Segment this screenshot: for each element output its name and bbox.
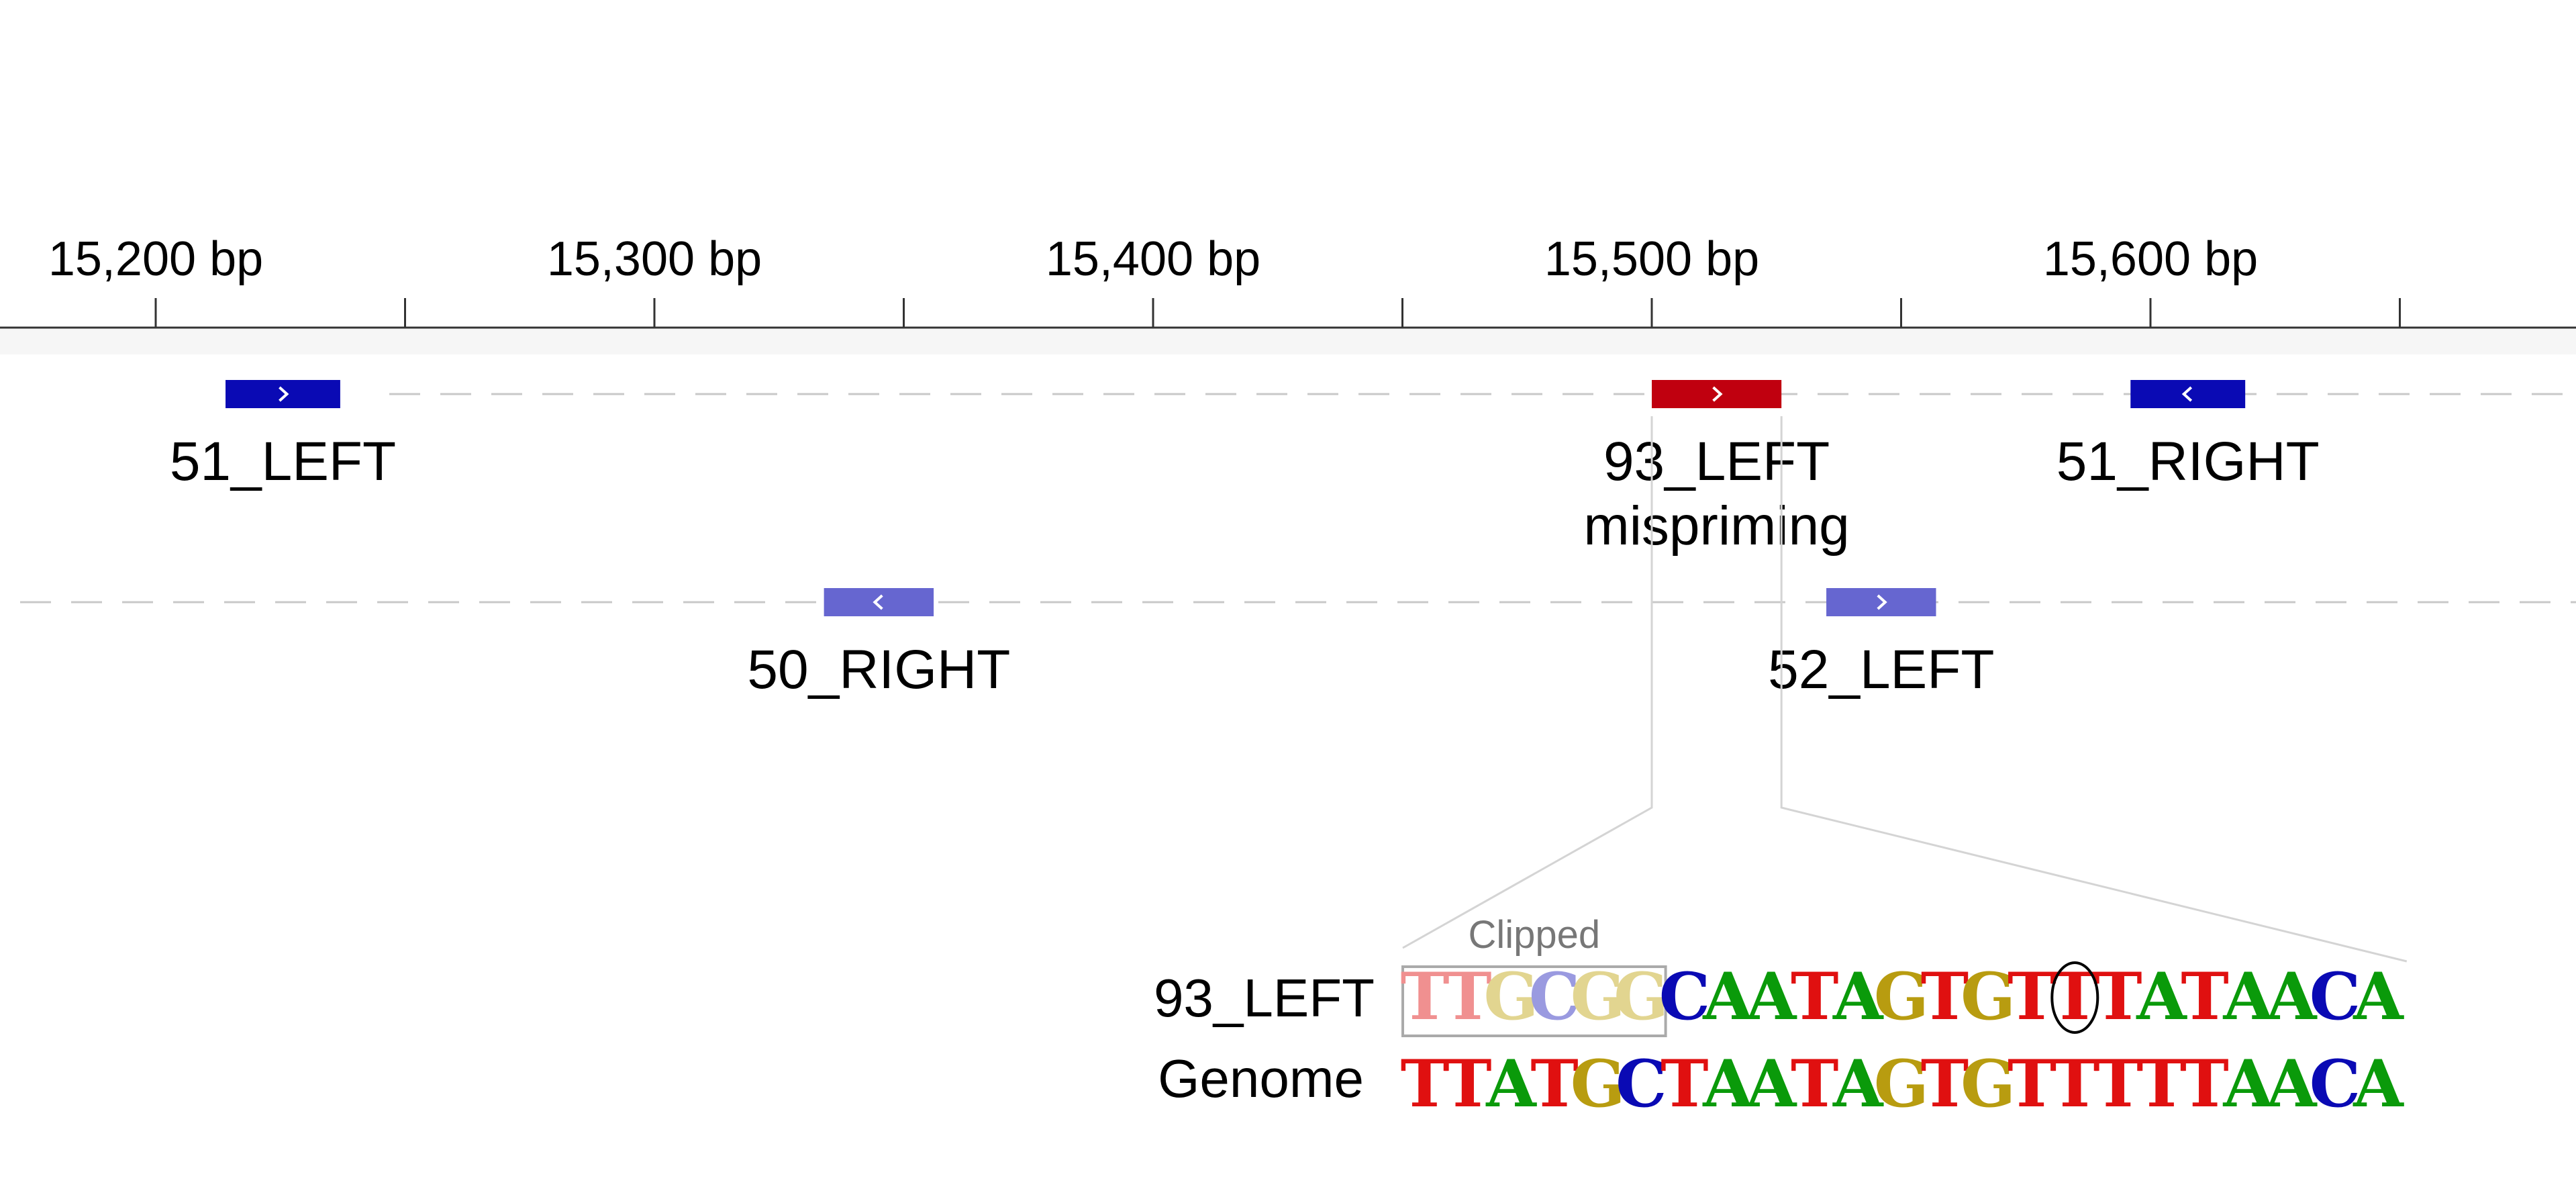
base-T: T (1401, 959, 1448, 1035)
base-T: T (1530, 1046, 1578, 1122)
chevron-left-icon (2181, 386, 2193, 402)
primer-51-left[interactable]: 51_LEFT (170, 380, 396, 492)
base-T: T (2008, 1046, 2055, 1122)
base-A: A (1746, 1046, 1797, 1122)
chevron-right-icon (279, 386, 289, 402)
base-A: A (2352, 1046, 2404, 1122)
primer-bar[interactable] (1826, 588, 1936, 616)
primer-51-right[interactable]: 51_RIGHT (2057, 380, 2320, 492)
base-T: T (2051, 1046, 2099, 1122)
ruler-tick-label: 15,600 bp (2043, 232, 2258, 286)
zoom-connector (1402, 416, 2408, 963)
base-A: A (2136, 959, 2187, 1035)
primer-label: 51_RIGHT (2057, 431, 2320, 492)
primer-row-label: 93_LEFT (1154, 968, 1375, 1028)
base-C: C (1616, 1046, 1667, 1122)
chevron-right-icon (1877, 594, 1887, 610)
base-C: C (1659, 959, 1710, 1035)
base-T: T (1921, 959, 1969, 1035)
base-T: T (1661, 1046, 1708, 1122)
ruler-tick-label: 15,200 bp (48, 232, 263, 286)
genome-row-label: Genome (1158, 1049, 1364, 1108)
primer-bar[interactable] (226, 380, 340, 408)
base-C: C (1529, 959, 1580, 1035)
base-A: A (1702, 959, 1754, 1035)
base-A: A (1832, 959, 1884, 1035)
base-T: T (2181, 1046, 2228, 1122)
base-A: A (2266, 959, 2318, 1035)
sequence-alignment: Clipped93_LEFTGenomeTTGCGGCAATAGTGTTTATA… (1154, 913, 2404, 1122)
chevron-left-icon (873, 594, 883, 610)
primer-label: 50_RIGHT (747, 639, 1010, 700)
primer-note: mispriming (1583, 495, 1849, 557)
base-T: T (2094, 959, 2142, 1035)
ruler-tick-label: 15,400 bp (1046, 232, 1260, 286)
base-A: A (1702, 1046, 1754, 1122)
base-T: T (1401, 1046, 1448, 1122)
primer-bar[interactable] (2130, 380, 2246, 408)
base-T: T (2008, 959, 2055, 1035)
genomic-ruler: 15,200 bp 15,300 bp 15,400 bp 15,500 bp 15,6… (0, 232, 2576, 354)
base-T: T (1921, 1046, 1969, 1122)
base-G: G (1961, 1046, 2016, 1122)
base-G: G (1874, 959, 1929, 1035)
primer-bar[interactable] (1652, 380, 1782, 408)
base-C: C (2310, 959, 2361, 1035)
base-T: T (2181, 959, 2228, 1035)
zoom-line-left (1402, 416, 1653, 949)
clipped-box (1401, 965, 1667, 1037)
zoom-line-right (1780, 416, 2408, 963)
clipped-label: Clipped (1468, 913, 1600, 957)
base-A: A (1832, 1046, 1884, 1122)
primer-50-right[interactable]: 50_RIGHT (747, 588, 1010, 700)
base-A: A (2352, 959, 2404, 1035)
base-T: T (2094, 1046, 2142, 1122)
primer-label: 51_LEFT (170, 431, 396, 492)
chevron-right-icon (1712, 386, 1723, 402)
primer-bar[interactable] (824, 588, 934, 616)
base-T: T (1791, 959, 1838, 1035)
base-A: A (2222, 1046, 2274, 1122)
ruler-tick-label: 15,300 bp (547, 232, 762, 286)
base-A: A (1485, 1046, 1537, 1122)
base-G: G (1484, 959, 1539, 1035)
base-G: G (1614, 959, 1669, 1035)
mismatch-marker (2050, 961, 2099, 1034)
base-G: G (1571, 1046, 1626, 1122)
base-T: T (2138, 1046, 2185, 1122)
base-T: T (1791, 1046, 1838, 1122)
base-T: T (1444, 959, 1491, 1035)
base-A: A (1746, 959, 1797, 1035)
primer-52-left[interactable]: 52_LEFT (1768, 588, 1994, 700)
base-A: A (2266, 1046, 2318, 1122)
base-T: T (1444, 1046, 1491, 1122)
base-A: A (2222, 959, 2274, 1035)
base-G: G (1874, 1046, 1929, 1122)
primer-label: 52_LEFT (1768, 639, 1994, 700)
base-C: C (2310, 1046, 2361, 1122)
primer-label: 93_LEFT (1603, 431, 1830, 492)
base-G: G (1571, 959, 1626, 1035)
ruler-tick-label: 15,500 bp (1544, 232, 1759, 286)
base-G: G (1961, 959, 2016, 1035)
ruler-band (0, 329, 2576, 354)
